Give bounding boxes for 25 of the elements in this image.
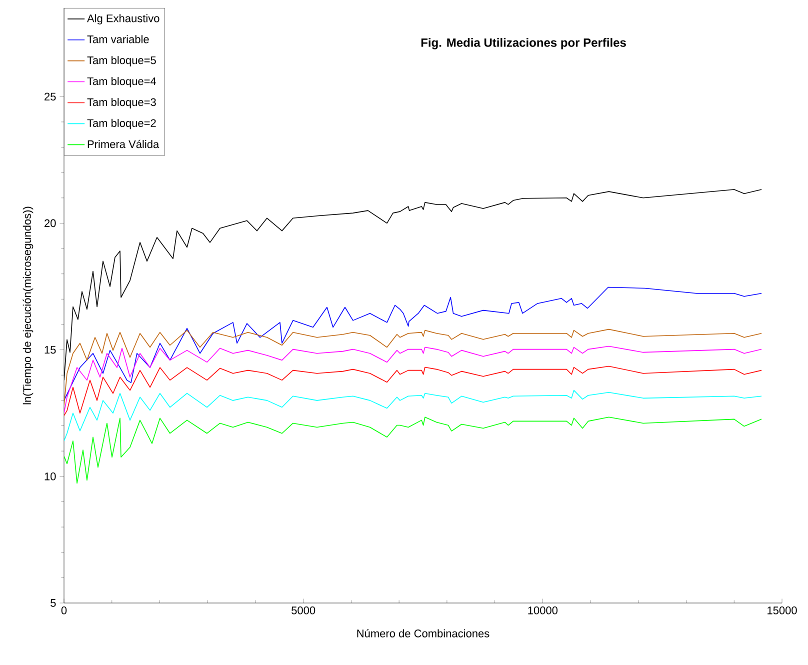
line-series (64, 346, 762, 414)
x-tick-label: 15000 (768, 606, 797, 614)
legend-label: Tam bloque=4 (87, 77, 156, 88)
legend-label: Tam bloque=2 (87, 118, 156, 130)
y-tick-label: 5 (50, 599, 56, 607)
legend-label: Alg Exhaustivo (87, 14, 160, 24)
y-tick-label: 25 (44, 92, 56, 101)
line-series (64, 416, 762, 484)
y-tick-label: 15 (44, 346, 56, 354)
line-series (64, 390, 762, 442)
x-tick-label: 5000 (292, 606, 316, 614)
y-tick-label: 20 (44, 219, 56, 228)
line-series (64, 366, 762, 416)
text: Fig. Media Utilizaciones por Perfiles (421, 38, 626, 50)
x-tick-label: 10000 (528, 606, 558, 614)
legend-label: Primera Válida (88, 140, 160, 148)
line-series (64, 328, 762, 406)
legend-label: Tam bloque=3 (87, 98, 156, 108)
y-tick-label: 10 (44, 472, 56, 480)
y-axis-title: ln(Tiempo de ejecución(microsegundos)) (22, 206, 34, 404)
line-series (64, 286, 762, 401)
legend-label: Tam bloque=5 (87, 56, 156, 66)
x-tick-label: 0 (61, 606, 67, 614)
x-axis-title: Número de Combinaciones (357, 629, 490, 638)
legend-label: Tam variable (87, 35, 149, 44)
